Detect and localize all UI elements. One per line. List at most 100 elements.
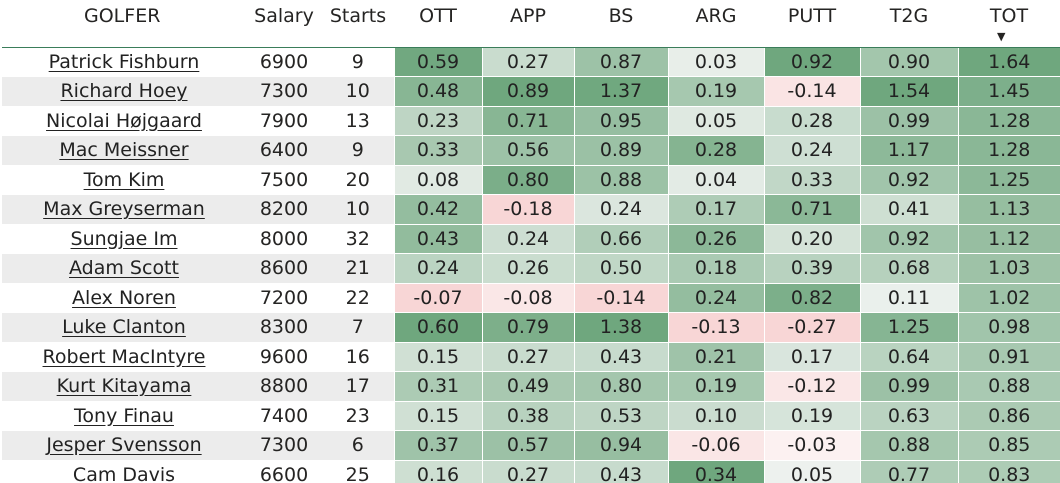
bs-cell: 0.80 xyxy=(573,371,668,402)
bs-cell: 0.94 xyxy=(573,430,668,461)
golfer-name-link[interactable]: Mac Meissner xyxy=(59,139,189,162)
salary-cell: 7900 xyxy=(246,106,322,136)
col-header-ott[interactable]: OTT xyxy=(394,0,482,48)
col-header-tot[interactable]: TOT ▼ xyxy=(958,0,1060,48)
table-row[interactable]: Luke Clanton 8300 7 0.60 0.79 1.38 -0.13 -0.27 1… xyxy=(2,312,1060,343)
table-row[interactable]: Richard Hoey 7300 10 0.48 0.89 1.37 0.19 -0.14 1… xyxy=(2,76,1060,107)
starts-cell: 9 xyxy=(322,135,394,166)
putt-cell: 0.28 xyxy=(763,106,860,136)
t2g-cell: 0.68 xyxy=(859,253,958,284)
bs-cell: 0.43 xyxy=(573,460,668,483)
table-row[interactable]: Kurt Kitayama 8800 17 0.31 0.49 0.80 0.19 -0.12… xyxy=(2,371,1060,402)
app-cell: 0.49 xyxy=(481,371,574,402)
arg-cell: 0.03 xyxy=(667,47,764,77)
arg-cell: 0.34 xyxy=(667,460,764,483)
bs-cell: 0.88 xyxy=(573,165,668,195)
table-row[interactable]: Alex Noren 7200 22 -0.07 -0.08 -0.14 0.24 0.82 0… xyxy=(2,283,1060,313)
golfer-cell: Kurt Kitayama xyxy=(2,371,246,402)
golfer-name-link[interactable]: Adam Scott xyxy=(69,257,179,280)
golfer-name-link[interactable]: Alex Noren xyxy=(72,286,176,309)
golfer-name-link[interactable]: Cam Davis xyxy=(72,463,176,483)
table-row[interactable]: Sungjae Im 8000 32 0.43 0.24 0.66 0.26 0.20 0.92… xyxy=(2,224,1060,254)
arg-cell: 0.04 xyxy=(667,165,764,195)
table-row[interactable]: Jesper Svensson 7300 6 0.37 0.57 0.94 -0.06 -0.… xyxy=(2,430,1060,461)
golfer-name-link[interactable]: Luke Clanton xyxy=(62,316,186,339)
ott-cell: 0.33 xyxy=(393,135,482,166)
tot-cell: 1.02 xyxy=(957,283,1060,313)
salary-cell: 8800 xyxy=(246,371,322,402)
tot-cell: 1.13 xyxy=(957,194,1060,225)
t2g-cell: 0.99 xyxy=(859,106,958,136)
col-header-starts[interactable]: Starts xyxy=(322,0,394,48)
golfer-name-link[interactable]: Tom Kim xyxy=(83,168,165,191)
golfer-name-link[interactable]: Patrick Fishburn xyxy=(48,50,200,73)
ott-cell: 0.31 xyxy=(393,371,482,402)
table-row[interactable]: Robert MacIntyre 9600 16 0.15 0.27 0.43 0.21 0.… xyxy=(2,342,1060,372)
golfer-name-link[interactable]: Jesper Svensson xyxy=(46,434,202,457)
col-header-arg[interactable]: ARG xyxy=(668,0,764,48)
salary-cell: 7200 xyxy=(246,283,322,313)
ott-cell: 0.15 xyxy=(393,401,482,431)
arg-cell: 0.19 xyxy=(667,76,764,107)
col-header-golfer[interactable]: GOLFER xyxy=(2,0,246,48)
table-row[interactable]: Tony Finau 7400 23 0.15 0.38 0.53 0.10 0.19 0.63… xyxy=(2,401,1060,431)
col-header-salary[interactable]: Salary xyxy=(246,0,322,48)
tot-cell: 1.28 xyxy=(957,106,1060,136)
app-cell: 0.80 xyxy=(481,165,574,195)
tot-cell: 1.64 xyxy=(957,47,1060,77)
golfer-cell: Robert MacIntyre xyxy=(2,342,246,372)
putt-cell: 0.05 xyxy=(763,460,860,483)
golfer-name-link[interactable]: Robert MacIntyre xyxy=(42,345,206,368)
table-row[interactable]: Tom Kim 7500 20 0.08 0.80 0.88 0.04 0.33 0.92 1.2… xyxy=(2,165,1060,195)
header-row: GOLFER Salary Starts OTT APP BS ARG PUTT… xyxy=(2,0,1060,48)
golfer-name-link[interactable]: Max Greyserman xyxy=(43,198,205,221)
golfer-name-link[interactable]: Tony Finau xyxy=(74,404,174,427)
app-cell: 0.79 xyxy=(481,312,574,343)
arg-cell: 0.19 xyxy=(667,371,764,402)
table-row[interactable]: Nicolai Højgaard 7900 13 0.23 0.71 0.95 0.05 0.… xyxy=(2,106,1060,136)
putt-cell: 0.24 xyxy=(763,135,860,166)
t2g-cell: 0.92 xyxy=(859,224,958,254)
golfer-name-link[interactable]: Sungjae Im xyxy=(70,227,178,250)
bs-cell: 0.43 xyxy=(573,342,668,372)
col-header-app[interactable]: APP xyxy=(482,0,574,48)
tot-cell: 1.45 xyxy=(957,76,1060,107)
starts-cell: 16 xyxy=(322,342,394,372)
starts-cell: 20 xyxy=(322,165,394,195)
golfer-name-link[interactable]: Nicolai Højgaard xyxy=(46,109,202,132)
table-row[interactable]: Cam Davis 6600 25 0.16 0.27 0.43 0.34 0.05 0.77 0… xyxy=(2,460,1060,483)
t2g-cell: 0.63 xyxy=(859,401,958,431)
table-row[interactable]: Mac Meissner 6400 9 0.33 0.56 0.89 0.28 0.24 1.1… xyxy=(2,135,1060,166)
col-header-t2g[interactable]: T2G xyxy=(860,0,958,48)
table-row[interactable]: Max Greyserman 8200 10 0.42 -0.18 0.24 0.17 0.7… xyxy=(2,194,1060,225)
t2g-cell: 0.11 xyxy=(859,283,958,313)
app-cell: 0.27 xyxy=(481,342,574,372)
putt-cell: -0.27 xyxy=(763,312,860,343)
table-row[interactable]: Patrick Fishburn 6900 9 0.59 0.27 0.87 0.03 0.9… xyxy=(2,47,1060,77)
col-header-putt[interactable]: PUTT xyxy=(764,0,860,48)
golfer-cell: Cam Davis xyxy=(2,460,246,483)
col-header-bs[interactable]: BS xyxy=(574,0,668,48)
ott-cell: 0.24 xyxy=(393,253,482,284)
t2g-cell: 1.17 xyxy=(859,135,958,166)
putt-cell: 0.20 xyxy=(763,224,860,254)
tot-cell: 1.03 xyxy=(957,253,1060,284)
table-row[interactable]: Adam Scott 8600 21 0.24 0.26 0.50 0.18 0.39 0.68… xyxy=(2,253,1060,284)
tot-cell: 0.91 xyxy=(957,342,1060,372)
arg-cell: 0.17 xyxy=(667,194,764,225)
putt-cell: -0.14 xyxy=(763,76,860,107)
golfer-name-link[interactable]: Richard Hoey xyxy=(60,80,188,103)
sort-down-icon[interactable]: ▼ xyxy=(997,30,1006,43)
col-header-tot-label: TOT xyxy=(989,5,1029,27)
ott-cell: 0.23 xyxy=(393,106,482,136)
tot-cell: 0.88 xyxy=(957,371,1060,402)
starts-cell: 9 xyxy=(322,47,394,77)
golfer-name-link[interactable]: Kurt Kitayama xyxy=(56,375,192,398)
bs-cell: 0.53 xyxy=(573,401,668,431)
golfer-cell: Patrick Fishburn xyxy=(2,47,246,77)
bs-cell: 0.50 xyxy=(573,253,668,284)
ott-cell: 0.37 xyxy=(393,430,482,461)
t2g-cell: 0.90 xyxy=(859,47,958,77)
bs-cell: 0.89 xyxy=(573,135,668,166)
